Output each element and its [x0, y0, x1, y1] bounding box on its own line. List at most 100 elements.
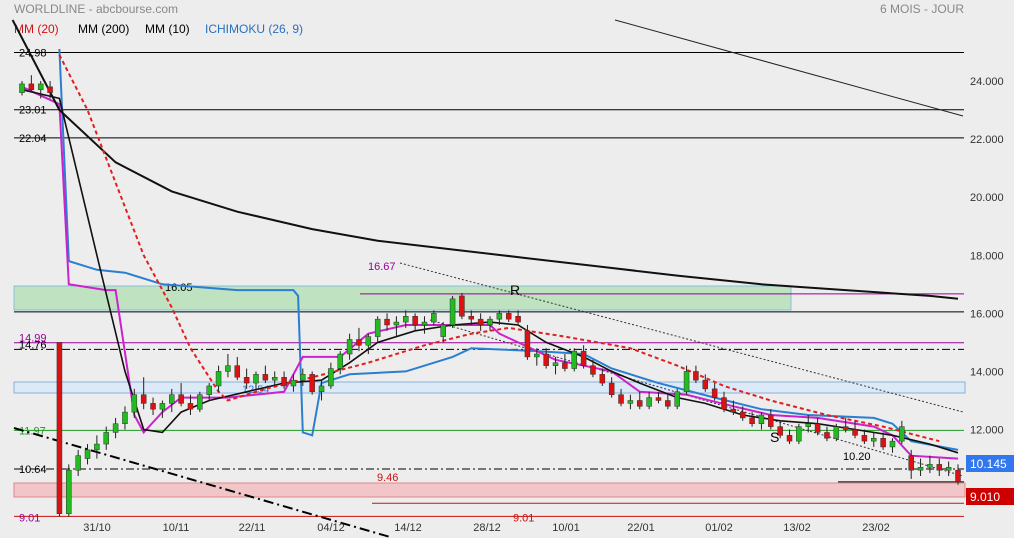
chart-period: 6 MOIS - JOUR [879, 2, 964, 16]
candle [300, 374, 306, 381]
candle [131, 394, 138, 413]
hline-label-3: 16.67 [368, 261, 396, 273]
legend-ichimoku: ICHIMOKU (26, 9) [205, 22, 304, 36]
annotation-s: S [770, 429, 779, 445]
candle [852, 429, 858, 436]
candle [28, 83, 35, 90]
candle [178, 394, 184, 404]
candle [468, 316, 475, 320]
candle [169, 394, 175, 404]
candle [693, 371, 699, 381]
legend-mm200: MM (200) [78, 22, 130, 36]
candle [618, 394, 624, 404]
candle [824, 432, 830, 439]
support-zone-blue [13, 381, 966, 394]
hline-label-6: 14.76 [19, 339, 47, 351]
candle [19, 83, 25, 93]
candle [215, 371, 222, 387]
candle [431, 313, 437, 323]
candle [749, 417, 755, 424]
candle [945, 467, 952, 471]
hline-label-10: 10.20 [843, 451, 871, 463]
y-tick-label: 20.000 [970, 192, 1004, 204]
hline-label-0: 24.98 [19, 48, 47, 60]
candle [599, 374, 606, 384]
candle [768, 414, 774, 427]
hline-label-5: 14.99 [19, 333, 47, 345]
candle [225, 365, 231, 372]
x-tick-label: 31/10 [83, 522, 111, 534]
candle [871, 437, 877, 442]
candle [842, 426, 849, 430]
candle [917, 467, 924, 471]
ichimoku-line [58, 48, 959, 451]
trendline-dashdot [13, 427, 391, 538]
candle [47, 86, 53, 93]
candle [505, 313, 512, 320]
candle [271, 377, 278, 381]
chart-title: WORLDLINE - abcbourse.com [14, 2, 179, 16]
candle [524, 330, 531, 358]
x-axis: 31/10 10/11 22/11 04/12 14/12 28/12 10/01 22/01… [83, 522, 890, 534]
candle [590, 365, 596, 375]
candle [103, 432, 109, 445]
candle [421, 321, 428, 326]
candle [206, 385, 212, 395]
candle [393, 321, 400, 326]
candle [711, 388, 718, 398]
mm10-line [21, 88, 959, 454]
x-tick-label: 04/12 [317, 522, 345, 534]
candle [515, 316, 521, 323]
candle [290, 379, 297, 387]
candle [318, 385, 325, 393]
candle [37, 83, 44, 90]
y-tick-label: 14.000 [970, 366, 1004, 378]
trendline-top [614, 19, 964, 117]
candle [309, 374, 315, 393]
candle [365, 336, 372, 346]
y-tick-label: 12.000 [970, 425, 1004, 437]
candle [655, 397, 662, 401]
candle [543, 353, 549, 366]
candle [908, 455, 914, 471]
candle [112, 423, 119, 433]
x-tick-label: 13/02 [783, 522, 811, 534]
x-tick-label: 14/12 [394, 522, 422, 534]
candle [94, 443, 100, 451]
candle [927, 464, 933, 468]
candle [66, 469, 72, 515]
hline-label-13: 9.01 [513, 512, 534, 524]
candle [562, 362, 568, 369]
last-price-label: 10.145 [970, 457, 1007, 471]
candle [683, 371, 690, 393]
candle [56, 342, 63, 515]
mm20-line [58, 54, 940, 443]
candle [608, 382, 615, 395]
candle [234, 365, 241, 378]
candle [637, 400, 643, 407]
low-price-label: 9.010 [970, 490, 1000, 504]
candle [880, 437, 886, 448]
candle [262, 374, 269, 381]
candle [356, 339, 362, 346]
resistance-zone [13, 285, 792, 311]
x-tick-label: 22/01 [627, 522, 655, 534]
hline-label-12: 9.01 [19, 512, 40, 524]
x-tick-label: 28/12 [473, 522, 501, 534]
annotation-r: R [510, 282, 520, 298]
y-tick-label: 18.000 [970, 250, 1004, 262]
y-tick-label: 22.000 [970, 134, 1004, 146]
candle [571, 350, 577, 369]
last-price-badge [966, 455, 1014, 472]
candle [140, 394, 147, 404]
hline-label-11: 9.46 [377, 472, 398, 484]
hline-label-2: 22.04 [19, 133, 47, 145]
hline-label-4: 16.05 [165, 282, 193, 294]
candle [627, 400, 634, 404]
candle [477, 318, 484, 326]
candle [150, 403, 156, 410]
candle [796, 426, 802, 442]
candle [75, 455, 81, 471]
candle [487, 318, 493, 326]
candle [721, 397, 727, 410]
